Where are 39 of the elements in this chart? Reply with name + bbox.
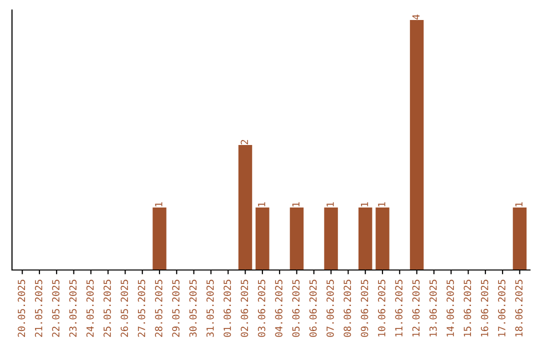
x-tick-label: 11.06.2025 [395, 280, 402, 336]
x-tick-label: 04.06.2025 [275, 280, 282, 337]
x-tick-label: 25.05.2025 [104, 280, 111, 337]
x-tick-label: 12.06.2025 [412, 280, 420, 336]
x-tick-label: 15.06.2025 [464, 280, 472, 336]
x-tick-label: 06.06.2025 [309, 280, 317, 337]
x-tick-label: 31.05.2025 [206, 280, 214, 337]
data-label: 1 [378, 202, 386, 206]
x-tick-label: 03.06.2025 [258, 280, 266, 337]
x-tick-label: 22.05.2025 [52, 280, 60, 337]
data-label: 1 [155, 202, 162, 206]
x-tick-label: 05.06.2025 [292, 280, 300, 337]
x-tick-label: 16.06.2025 [480, 280, 488, 336]
data-label: 1 [515, 202, 522, 206]
x-tick-label: 23.05.2025 [69, 280, 77, 337]
x-tick-label: 26.05.2025 [120, 280, 128, 337]
data-label: 2 [240, 140, 248, 144]
x-tick-label: 28.05.2025 [155, 280, 162, 337]
x-tick-label: 20.05.2025 [18, 280, 26, 337]
x-tick-label: 18.06.2025 [515, 280, 523, 336]
x-tick-label: 10.06.2025 [378, 280, 386, 336]
data-label: 1 [292, 202, 300, 206]
x-tick-label: 01.06.2025 [224, 280, 231, 337]
data-label: 1 [326, 202, 334, 206]
x-tick-label: 07.06.2025 [326, 280, 334, 337]
x-tick-label: 09.06.2025 [360, 280, 368, 337]
data-label: 1 [360, 202, 368, 206]
x-tick-label: 24.05.2025 [86, 280, 94, 337]
x-tick-label: 13.06.2025 [429, 280, 437, 336]
x-tick-label: 02.06.2025 [240, 280, 248, 337]
data-label: 1 [258, 202, 266, 206]
x-tick-label: 21.05.2025 [34, 280, 42, 337]
x-tick-label: 27.05.2025 [138, 280, 146, 337]
data-label: 4 [412, 14, 420, 20]
x-tick-label: 17.06.2025 [498, 280, 506, 336]
x-tick-label: 30.05.2025 [189, 280, 197, 337]
x-tick-label: 14.06.2025 [446, 280, 454, 336]
x-tick-label: 29.05.2025 [172, 280, 180, 337]
x-tick-label: 08.06.2025 [344, 280, 352, 337]
